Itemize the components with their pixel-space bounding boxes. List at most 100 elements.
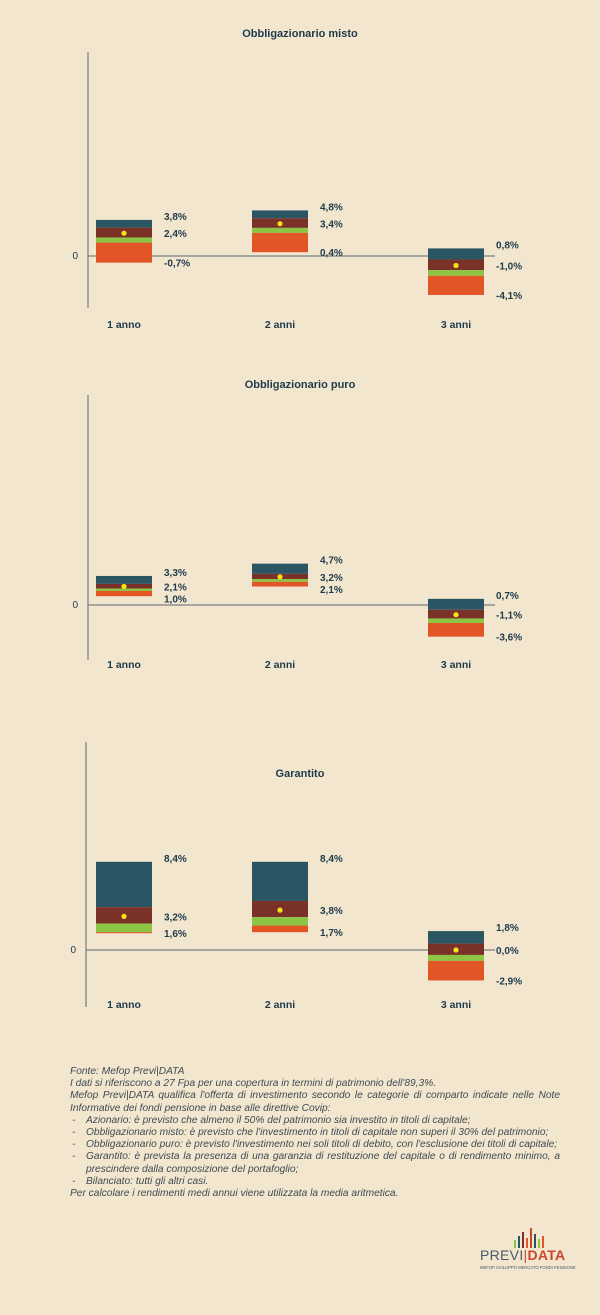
bar-max-segment bbox=[252, 210, 308, 219]
category-label: 2 anni bbox=[265, 659, 295, 671]
label-min: 0,4% bbox=[320, 248, 343, 259]
bar-mid-segment bbox=[96, 588, 152, 591]
notes-list: Azionario: è previsto che almeno il 50% … bbox=[70, 1115, 560, 1188]
label-max: 3,3% bbox=[164, 568, 187, 579]
label-mean: 3,2% bbox=[164, 912, 187, 923]
label-max: 4,7% bbox=[320, 556, 343, 567]
bar-max-segment bbox=[252, 563, 308, 574]
notes-item-azionario: Azionario: è previsto che almeno il 50% … bbox=[70, 1115, 560, 1127]
mean-marker bbox=[121, 230, 127, 236]
zero-label: 0 bbox=[72, 251, 78, 262]
logo-text: PREVI|DATA bbox=[480, 1247, 566, 1263]
label-max: 4,8% bbox=[320, 202, 343, 213]
bar-min-segment bbox=[428, 623, 484, 637]
chart-title: Obbligazionario puro bbox=[244, 379, 356, 391]
notes-section: Fonte: Mefop Previ|DATA I dati si riferi… bbox=[70, 1066, 560, 1200]
notes-footer: Per calcolare i rendimenti medi annui vi… bbox=[70, 1188, 399, 1200]
mean-marker bbox=[453, 947, 459, 953]
label-mean: -1,0% bbox=[496, 262, 522, 273]
logo-tagline: MEFOP SVILUPPO MERCATO FONDI PENSIONE bbox=[480, 1265, 576, 1270]
bar-min-segment bbox=[428, 960, 484, 981]
notes-source: Fonte: Mefop Previ|DATA bbox=[70, 1066, 185, 1077]
notes-coverage: I dati si riferiscono a 27 Fpa per una c… bbox=[70, 1078, 437, 1090]
label-min: -0,7% bbox=[164, 259, 190, 270]
notes-item-bilanciato: Bilanciato: tutti gli altri casi. bbox=[70, 1176, 560, 1188]
bar-max-segment bbox=[96, 219, 152, 228]
chart-obbligazionario-puro: Obbligazionario puro 0 3,3% 2,1% 1,0% 1 anno… bbox=[72, 379, 522, 671]
label-max: 0,8% bbox=[496, 240, 519, 251]
label-min: -4,1% bbox=[496, 291, 522, 302]
category-label: 2 anni bbox=[265, 999, 295, 1011]
bar-min-segment bbox=[428, 275, 484, 295]
logo-bars-icon bbox=[514, 1228, 544, 1248]
category-label: 3 anni bbox=[441, 999, 471, 1011]
mean-marker bbox=[453, 612, 459, 618]
label-mean: 3,8% bbox=[320, 906, 343, 917]
notes-intro: Mefop Previ|DATA qualifica l'offerta di … bbox=[70, 1090, 560, 1114]
bar-min-segment bbox=[96, 242, 152, 263]
label-max: 3,8% bbox=[164, 212, 187, 223]
mean-marker bbox=[121, 583, 127, 590]
bar-min-segment bbox=[96, 932, 152, 934]
label-mean: 0,0% bbox=[496, 946, 519, 957]
label-mean: 2,1% bbox=[164, 583, 187, 594]
zero-label: 0 bbox=[72, 600, 78, 611]
mean-marker bbox=[277, 221, 283, 227]
bar-mid-segment bbox=[428, 618, 484, 624]
notes-item-garantito: Garantito: è prevista la presenza di una… bbox=[70, 1151, 560, 1175]
bar-max-segment bbox=[428, 248, 484, 260]
notes-item-obbligazionario-misto: Obbligazionario misto: è previsto che l'… bbox=[70, 1127, 560, 1139]
bar-mid-segment bbox=[96, 923, 152, 933]
mean-marker bbox=[121, 913, 127, 920]
bar-mid-segment bbox=[252, 227, 308, 233]
label-min: 1,7% bbox=[320, 928, 343, 939]
label-min: -3,6% bbox=[496, 633, 522, 644]
bar-mid-segment bbox=[428, 270, 484, 276]
logo-previ: PREVI bbox=[480, 1247, 524, 1263]
bar-min-segment bbox=[96, 590, 152, 597]
bar-mid-segment bbox=[428, 954, 484, 961]
chart-title: Garantito bbox=[275, 768, 325, 780]
label-max: 0,7% bbox=[496, 591, 519, 602]
label-min: 2,1% bbox=[320, 585, 343, 596]
bar-mid-segment bbox=[96, 237, 152, 243]
mean-marker bbox=[277, 574, 283, 580]
chart-title: Obbligazionario misto bbox=[242, 28, 358, 40]
label-max: 8,4% bbox=[320, 854, 343, 865]
label-mean: 3,4% bbox=[320, 220, 343, 231]
chart-svg: 0 8,4% 3,2% 1,6% 1 anno 8,4% 3,8% 1,7% 2 anni 1,8… bbox=[70, 742, 522, 1011]
label-min: 1,0% bbox=[164, 595, 187, 606]
category-label: 3 anni bbox=[441, 319, 471, 331]
bar-mid-segment bbox=[252, 579, 308, 582]
label-max: 8,4% bbox=[164, 854, 187, 865]
bar-min-segment bbox=[252, 581, 308, 587]
bar-max-segment bbox=[428, 598, 484, 610]
label-mean: 3,2% bbox=[320, 573, 343, 584]
bar-min-segment bbox=[252, 925, 308, 933]
bar-max-segment bbox=[252, 861, 308, 901]
category-label: 1 anno bbox=[107, 659, 141, 671]
category-label: 1 anno bbox=[107, 319, 141, 331]
previdata-logo: PREVI|DATA MEFOP SVILUPPO MERCATO FONDI … bbox=[478, 1228, 576, 1273]
notes-item-obbligazionario-puro: Obbligazionario puro: è previsto l'inves… bbox=[70, 1139, 560, 1151]
mean-marker bbox=[277, 907, 283, 913]
bar-max-segment bbox=[428, 931, 484, 944]
category-label: 3 anni bbox=[441, 659, 471, 671]
zero-label: 0 bbox=[70, 945, 76, 956]
chart-obbligazionario-misto: Obbligazionario misto 0 3,8% 2,4% -0,7% 1 an… bbox=[0, 0, 600, 345]
bar-max-segment bbox=[96, 861, 152, 908]
bar-max-segment bbox=[96, 575, 152, 584]
logo-data: DATA bbox=[527, 1247, 566, 1263]
chart-svg: 0 3,8% 2,4% -0,7% 1 anno 4,8% 3,4% 0,4% 2 anni 0,… bbox=[72, 52, 522, 331]
chart-garantito: Garantito 0 8,4% 3,2% 1,6% 1 anno 8,4% 3,8% 1,7… bbox=[70, 742, 522, 1011]
category-label: 1 anno bbox=[107, 999, 141, 1011]
label-min: -2,9% bbox=[496, 976, 522, 987]
category-label: 2 anni bbox=[265, 319, 295, 331]
bar-mid-segment bbox=[252, 917, 308, 926]
label-mean: 2,4% bbox=[164, 229, 187, 240]
bar-min-segment bbox=[252, 232, 308, 253]
mean-marker bbox=[453, 262, 459, 269]
label-mean: -1,1% bbox=[496, 611, 522, 622]
label-min: 1,6% bbox=[164, 929, 187, 940]
